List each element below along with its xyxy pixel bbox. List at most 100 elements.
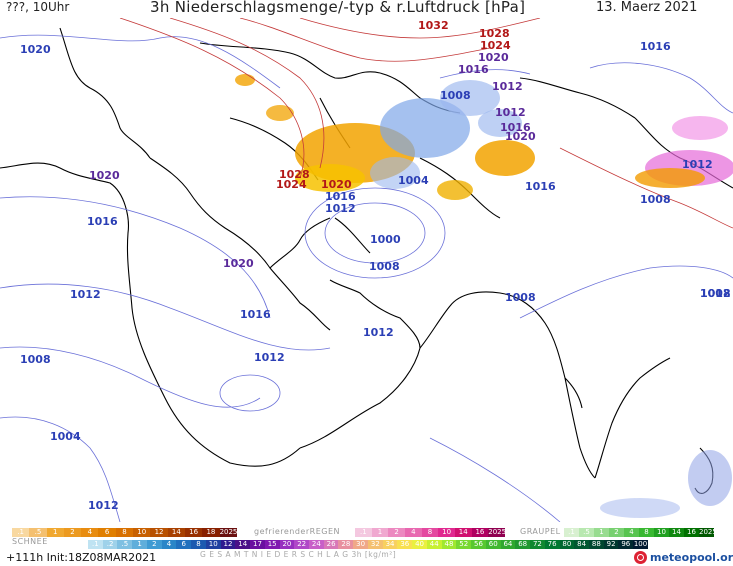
rain-area bbox=[370, 157, 420, 189]
legend-swatch: 14 bbox=[235, 540, 251, 549]
total-precip-color-bar: .1.2.5 1 2 4 6 8 10 12 14 17 15 20 22 24 26 28 30 32 34 36 4… bbox=[88, 540, 648, 549]
isobar-label: 1012 bbox=[363, 326, 394, 339]
isobar-label: 1028 bbox=[479, 27, 510, 40]
legend-swatch: 48 bbox=[441, 540, 457, 549]
legend-swatch: 72 bbox=[530, 540, 545, 549]
legend-swatch: 76 bbox=[544, 540, 560, 549]
legend-swatch: 14 bbox=[454, 528, 472, 537]
legend-swatch: 80 bbox=[559, 540, 575, 549]
graupel-label: GRAUPEL bbox=[520, 527, 561, 536]
legend-swatch: 16 bbox=[684, 528, 699, 537]
rain-area bbox=[437, 180, 473, 200]
legend-swatch: .5 bbox=[579, 528, 594, 537]
legend-swatch: 30 bbox=[353, 540, 368, 549]
weekday-time-label: ???, 10Uhr bbox=[6, 0, 70, 14]
rain-area bbox=[478, 109, 522, 137]
graupel-color-bar: .1.512481014162025+ bbox=[564, 528, 714, 537]
isobar-label: 1004 bbox=[398, 174, 429, 187]
legend-swatch: 10 bbox=[654, 528, 669, 537]
legend-swatch: 28 bbox=[338, 540, 354, 549]
isobars bbox=[0, 18, 733, 522]
legend-swatch: 56 bbox=[471, 540, 486, 549]
isobar-label: 1020 bbox=[321, 178, 352, 191]
legend-swatch: 4 bbox=[161, 540, 177, 549]
legend-swatch: 18 bbox=[202, 528, 220, 537]
isobar-label: 1012 bbox=[325, 202, 356, 215]
legend-swatch: .1 bbox=[88, 540, 103, 549]
legend-swatch: 40 bbox=[412, 540, 427, 549]
legend-swatch: 12 bbox=[150, 528, 168, 537]
legend-swatch: 14 bbox=[669, 528, 684, 537]
legend-swatch: 6 bbox=[98, 528, 116, 537]
isobar-label: 1016 bbox=[325, 190, 356, 203]
rain-area bbox=[295, 164, 365, 192]
legend-swatch: .2 bbox=[102, 540, 118, 549]
rain-area bbox=[440, 80, 500, 116]
legend-swatch: 2025+ bbox=[699, 528, 714, 537]
legend-swatch: 20 bbox=[279, 540, 295, 549]
legend-swatch: 2 bbox=[609, 528, 624, 537]
legend-swatch: 2025+ bbox=[488, 528, 505, 537]
legend-swatch: 4 bbox=[624, 528, 639, 537]
isobar-label: 1016 bbox=[640, 40, 671, 53]
legend-swatch: 100 bbox=[633, 540, 648, 549]
isobar-label: 1012 bbox=[254, 351, 285, 364]
isobar-labels: 1020103210281024102010161012100810121016… bbox=[20, 19, 731, 512]
legend-swatch: 34 bbox=[382, 540, 398, 549]
freezing-rain-label: gefrierenderREGEN bbox=[254, 527, 340, 536]
isobar-label: 1020 bbox=[478, 51, 509, 64]
legend-swatch: 92 bbox=[603, 540, 619, 549]
legend-swatch: .1 bbox=[564, 528, 579, 537]
isobar-label: 1024 bbox=[276, 178, 307, 191]
weather-map: 1020103210281024102010161012100810121016… bbox=[0, 18, 733, 522]
legend-swatch: 6 bbox=[176, 540, 192, 549]
rain-area bbox=[266, 105, 294, 121]
isobar-label: 1020 bbox=[223, 257, 254, 270]
rain-area bbox=[600, 498, 680, 518]
legend-swatch: 1 bbox=[594, 528, 609, 537]
legend-swatch: 1 bbox=[46, 528, 64, 537]
rain-area bbox=[380, 98, 470, 158]
isobar-label: 1028 bbox=[279, 168, 310, 181]
legend-swatch: 60 bbox=[485, 540, 501, 549]
isobar-label: 1008 bbox=[700, 287, 731, 300]
legend-swatch: 4 bbox=[404, 528, 422, 537]
legend-swatch: 52 bbox=[456, 540, 472, 549]
legend-swatch: 8 bbox=[115, 528, 134, 537]
legend-swatch: 88 bbox=[588, 540, 604, 549]
isobar-label: 1016 bbox=[525, 180, 556, 193]
legend-swatch: 68 bbox=[515, 540, 531, 549]
legend-swatch: 44 bbox=[426, 540, 442, 549]
legend-swatch: 16 bbox=[471, 528, 489, 537]
legend-swatch: 10 bbox=[205, 540, 221, 549]
legend-swatch: 84 bbox=[574, 540, 589, 549]
legend-swatch: 32 bbox=[367, 540, 383, 549]
legend-swatch: 14 bbox=[167, 528, 185, 537]
legend-swatch: 12 bbox=[220, 540, 236, 549]
total-precip-label: G E S A M T N I E D E R S C H L A G 3h [… bbox=[200, 550, 397, 559]
legend-swatch: 10 bbox=[438, 528, 455, 537]
legend-swatch: 8 bbox=[191, 540, 206, 549]
legend-swatch: .1 bbox=[355, 528, 372, 537]
isobar-label: 1012 bbox=[495, 106, 526, 119]
isobar-label: 1024 bbox=[480, 39, 511, 52]
isobar-label: 1008 bbox=[640, 193, 671, 206]
legend-swatch: 22 bbox=[294, 540, 310, 549]
rain-area bbox=[635, 168, 705, 188]
legend-swatch: 1 bbox=[371, 528, 389, 537]
isobar-label: 1012 bbox=[682, 158, 713, 171]
rain-area bbox=[688, 450, 732, 506]
isobar-label: 1016 bbox=[458, 63, 489, 76]
legend-swatch: 2 bbox=[388, 528, 405, 537]
legend-swatch: 36 bbox=[397, 540, 413, 549]
snow-area bbox=[672, 116, 728, 140]
legend-swatch: .5 bbox=[117, 540, 133, 549]
legend-swatch: 2025+ bbox=[219, 528, 237, 537]
legend-swatch: 4 bbox=[81, 528, 99, 537]
isobar-label: 1012 bbox=[700, 287, 731, 300]
legend-swatch: 8 bbox=[639, 528, 654, 537]
isobar-label: 1016 bbox=[240, 308, 271, 321]
legend-swatch: .5 bbox=[29, 528, 47, 537]
